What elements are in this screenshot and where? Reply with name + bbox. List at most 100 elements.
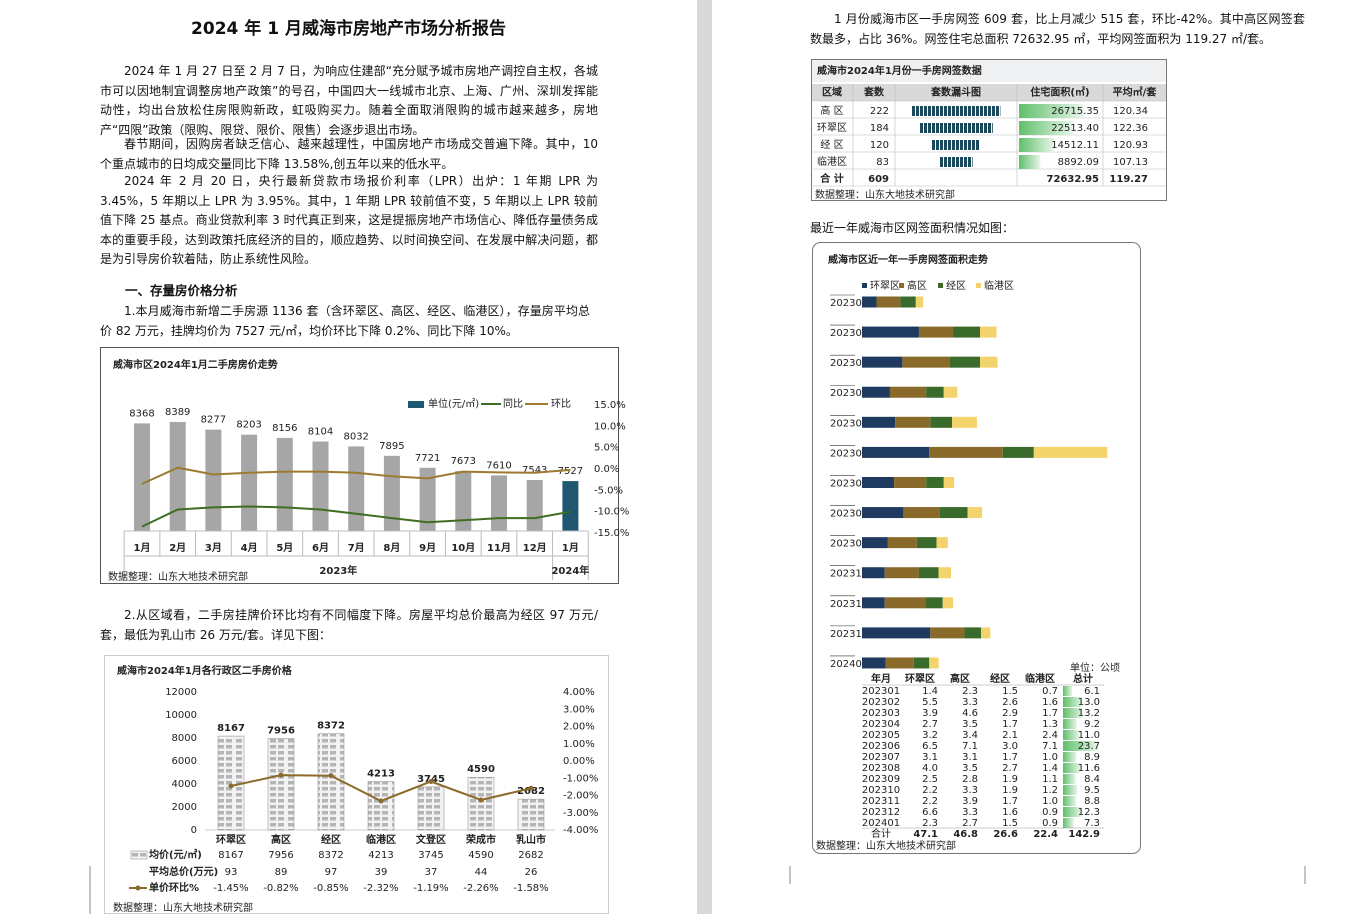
x-tick-label: 12月 [523, 542, 547, 554]
table-cell: 1.7 [1002, 796, 1018, 807]
row-label: 均价(元/㎡) [149, 848, 202, 861]
table-cell: 2.5 [922, 774, 938, 785]
y2-tick-label: -10.0% [594, 507, 629, 518]
x-tick-label: 临港区 [366, 833, 396, 846]
x-tick-label: 7月 [348, 542, 365, 554]
bar-segment [918, 567, 939, 579]
table-cell: 2.7 [1002, 763, 1018, 774]
bar-segment [862, 446, 930, 458]
bar-segment [926, 476, 944, 488]
data-label: 8203 [236, 420, 261, 431]
table-cell: 222 [870, 106, 889, 117]
category-group: 2024年 [551, 564, 589, 577]
bar-segment [895, 416, 931, 428]
data-bar [1063, 719, 1077, 729]
table-cell: 12.3 [1078, 807, 1100, 818]
table-cell: -2.32% [363, 883, 398, 894]
bar [134, 423, 150, 531]
bar [467, 776, 495, 831]
table-cell: 环翠区 [817, 122, 847, 134]
x-tick-label: 高区 [271, 833, 291, 846]
legend-label: 环比 [551, 398, 571, 410]
table-header: 区域 [822, 86, 842, 99]
table-header: 套数漏斗图 [930, 86, 981, 99]
table-cell: 202301 [862, 686, 900, 697]
table-header: 临港区 [1025, 672, 1055, 685]
y2-tick-label: -4.00% [563, 825, 598, 836]
paragraph: 1.本月威海市新增二手房源 1136 套（含环翠区、高区、经区、临港区），存量房… [100, 304, 590, 338]
data-label: 7721 [415, 453, 440, 464]
x-tick-label: 9月 [419, 542, 436, 554]
table-title-bg [812, 60, 1166, 82]
table-cell: 120 [870, 140, 889, 151]
table-cell: 3.4 [962, 730, 978, 741]
bar [217, 735, 245, 831]
table-cell: 4.0 [922, 763, 938, 774]
table-cell: 7.3 [1084, 818, 1100, 829]
y-tick-label: 6000 [172, 756, 197, 767]
row-label: 平均总价(万元) [149, 865, 218, 878]
table-cell: 1.9 [1002, 774, 1018, 785]
bar-segment [862, 627, 931, 639]
table-cell: 2.3 [922, 818, 938, 829]
table-cell: 1.4 [1042, 763, 1058, 774]
table-cell: 202401 [862, 818, 900, 829]
data-bar [1063, 796, 1077, 806]
paragraph: 最近一年威海市区网签面积情况如图： [810, 221, 1015, 235]
bar-segment [862, 657, 886, 669]
bar [241, 434, 258, 531]
line-marker [478, 797, 484, 803]
table-cell: 1.3 [1042, 719, 1058, 730]
bar-segment [925, 597, 943, 609]
table-cell: 3.3 [962, 697, 978, 708]
table-cell: 6.1 [1084, 686, 1100, 697]
y2-tick-label: 0.0% [594, 464, 619, 475]
y2-tick-label: 4.00% [563, 687, 595, 698]
data-bar [1063, 763, 1081, 773]
table-cell: 22513.40 [1051, 123, 1099, 134]
table-cell: 2.4 [1042, 730, 1058, 741]
table-cell: 3.9 [922, 708, 938, 719]
bar-segment [949, 356, 980, 368]
x-tick-label: 3月 [205, 542, 222, 554]
table-cell: -1.58% [513, 883, 548, 894]
data-bar [1019, 104, 1084, 118]
x-tick-label: 10月 [451, 542, 475, 554]
bar-segment [967, 507, 983, 519]
table-cell: 184 [870, 123, 889, 134]
data-bar [1063, 807, 1082, 817]
bar [312, 441, 329, 531]
table-cell: 39 [375, 867, 388, 878]
y-tick-label: 202303 [830, 358, 868, 369]
table-cell: 6.5 [922, 741, 938, 752]
table-cell: -1.45% [213, 883, 248, 894]
x-tick-label: 乳山市 [516, 833, 546, 846]
bar-segment [979, 356, 998, 368]
bar-segment [900, 296, 916, 308]
table-total: 合计 [871, 827, 891, 840]
table-header: 套数 [863, 86, 885, 99]
data-bar [1063, 785, 1078, 795]
table-cell: 2.8 [962, 774, 978, 785]
bar-segment [862, 416, 896, 428]
y-tick-label: 202306 [830, 448, 868, 459]
table-cell: 26 [525, 867, 538, 878]
table-cell: 3.5 [962, 763, 978, 774]
table-cell: 3.2 [922, 730, 938, 741]
y2-tick-label: 0.00% [563, 756, 595, 767]
table-cell: 202310 [862, 785, 900, 796]
bar [383, 455, 400, 531]
funnel-bar [939, 157, 973, 167]
legend-label: 单位(元/㎡) [428, 397, 479, 410]
table-total: 72632.95 [1046, 174, 1099, 185]
source-note: 数据整理：山东大地技术研究部 [113, 901, 253, 914]
y2-tick-label: 3.00% [563, 704, 595, 715]
table-cell: 2.9 [1002, 708, 1018, 719]
data-label: 7543 [522, 465, 547, 476]
table-cell: 120.93 [1113, 140, 1148, 151]
line-marker [228, 783, 234, 789]
line [141, 505, 571, 528]
data-bar [1063, 708, 1083, 718]
bar-segment [952, 416, 977, 428]
